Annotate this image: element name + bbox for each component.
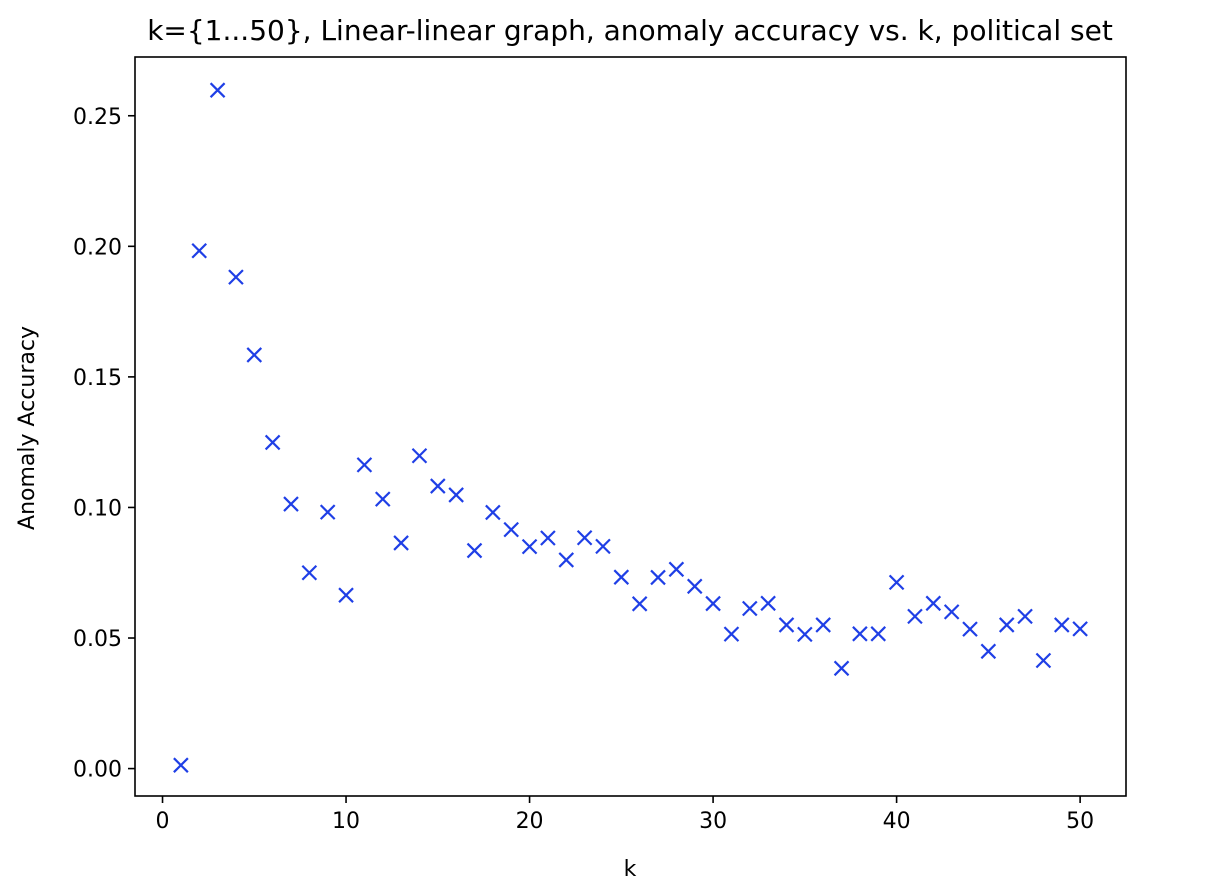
data-point <box>301 564 318 581</box>
data-point <box>705 595 721 612</box>
x-axis-label: k <box>624 857 637 882</box>
x-tick-label: 10 <box>332 809 360 834</box>
data-point <box>797 626 813 643</box>
data-point <box>650 569 666 586</box>
x-tick-label: 40 <box>883 809 911 834</box>
y-tick-label: 0.25 <box>73 105 122 130</box>
data-point <box>411 447 428 464</box>
data-point <box>521 538 538 555</box>
data-point <box>760 595 776 612</box>
x-tick-label: 50 <box>1066 809 1094 834</box>
x-tick-label: 20 <box>516 809 544 834</box>
y-axis-label: Anomaly Accuracy <box>15 326 40 530</box>
data-point <box>576 529 593 546</box>
data-point <box>925 595 942 612</box>
data-point <box>264 434 281 451</box>
data-point <box>228 269 244 285</box>
data-point <box>356 457 373 473</box>
data-point <box>613 569 630 585</box>
data-point <box>962 621 978 637</box>
data-point <box>448 487 464 503</box>
data-point <box>1035 652 1052 669</box>
data-point <box>943 604 960 620</box>
data-point <box>631 596 648 612</box>
data-point <box>686 578 703 595</box>
plot-area-frame <box>134 56 1127 797</box>
data-point <box>980 643 997 660</box>
data-point <box>466 542 483 559</box>
data-point <box>742 600 758 617</box>
data-point <box>558 552 575 568</box>
data-point <box>668 561 685 578</box>
data-point <box>319 504 336 520</box>
x-tick-label: 30 <box>699 809 727 834</box>
data-point <box>723 626 740 642</box>
data-point <box>503 521 519 538</box>
data-point <box>998 617 1015 633</box>
data-point <box>1072 621 1088 637</box>
y-tick-label: 0.10 <box>73 496 122 521</box>
data-point <box>283 496 299 512</box>
data-point <box>173 757 189 773</box>
data-point <box>815 617 831 633</box>
data-point <box>595 538 611 555</box>
data-point <box>485 504 501 521</box>
data-points <box>173 82 1088 773</box>
data-point <box>540 530 556 546</box>
data-point <box>833 660 850 677</box>
y-tick-label: 0.00 <box>73 758 122 783</box>
data-point <box>778 617 795 633</box>
y-tick-label: 0.15 <box>73 366 122 391</box>
data-point <box>1053 617 1070 633</box>
data-point <box>907 608 923 625</box>
data-point <box>852 626 868 642</box>
x-axis-ticks: 0 10 20 30 40 50 <box>156 796 1094 834</box>
data-point <box>393 535 409 551</box>
y-tick-label: 0.05 <box>73 627 122 652</box>
data-point <box>1017 608 1033 625</box>
x-tick-label: 0 <box>156 809 170 834</box>
chart-title: k={1...50}, Linear-linear graph, anomaly… <box>147 14 1113 47</box>
data-point <box>338 587 354 603</box>
y-tick-label: 0.20 <box>73 235 122 260</box>
data-point <box>888 574 905 591</box>
data-point <box>870 626 887 642</box>
data-point <box>374 491 391 507</box>
data-point <box>430 478 446 494</box>
y-axis-ticks: 0.00 0.05 0.10 0.15 0.20 0.25 <box>73 105 135 783</box>
data-point <box>191 242 208 259</box>
data-point <box>246 347 263 363</box>
data-point <box>209 82 226 98</box>
